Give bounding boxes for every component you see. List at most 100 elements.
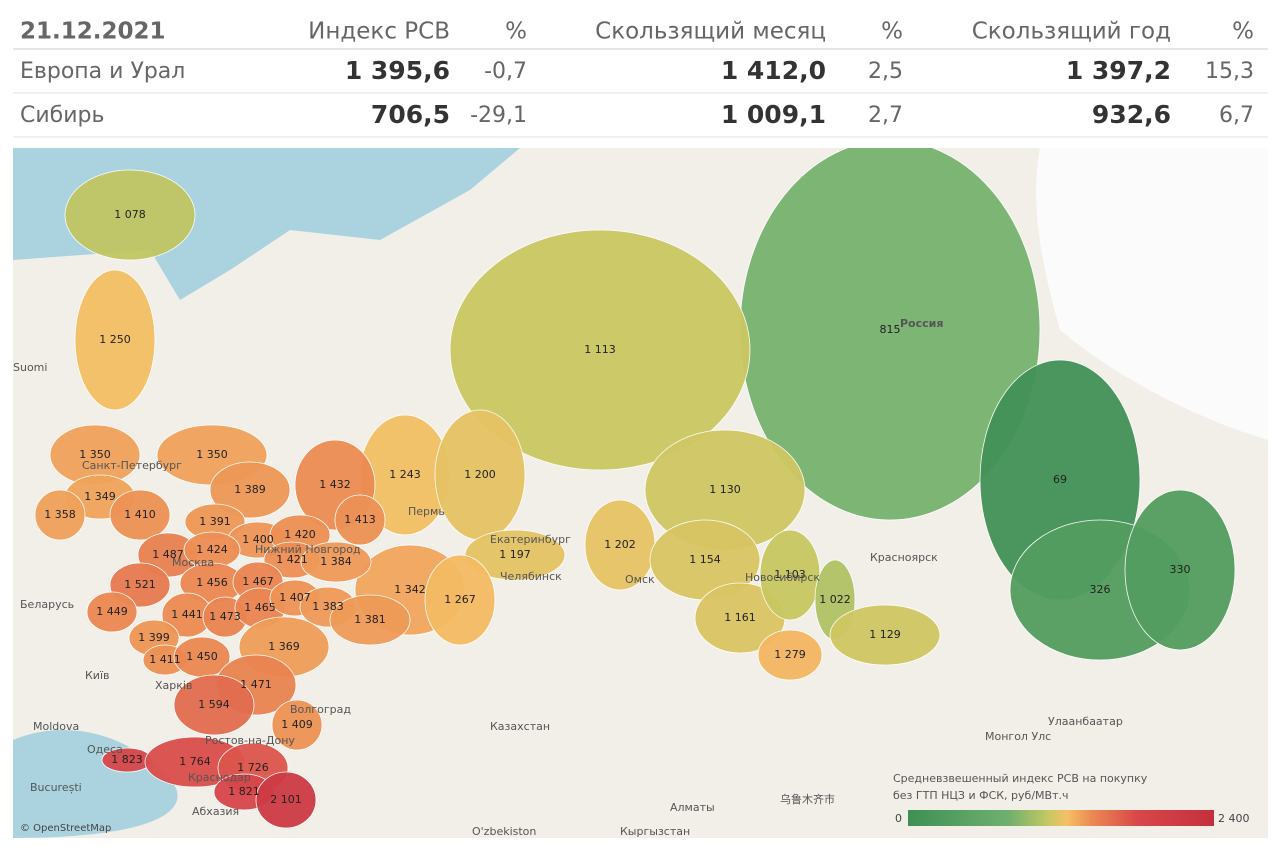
region bbox=[1124, 489, 1236, 651]
region-value: 1 407 bbox=[279, 591, 311, 604]
place-label: Нижний Новгород bbox=[255, 543, 361, 556]
place-label: Красноярск bbox=[870, 551, 938, 564]
place-label: Одеса bbox=[87, 743, 123, 756]
region-value: 1 279 bbox=[774, 648, 806, 661]
region-value: 1 410 bbox=[124, 508, 156, 521]
cell: 1 412,0 bbox=[721, 56, 826, 85]
region-value: 1 154 bbox=[689, 553, 721, 566]
region bbox=[271, 699, 323, 751]
region-value: 1 594 bbox=[198, 698, 230, 711]
region-value: 1 103 bbox=[774, 568, 806, 581]
region-value: 1 521 bbox=[124, 578, 156, 591]
cell: 6,7 bbox=[1219, 103, 1254, 128]
row-label: Сибирь bbox=[20, 103, 104, 128]
column-header: % bbox=[881, 19, 903, 45]
place-label: Suomi bbox=[13, 361, 47, 374]
region-value: 330 bbox=[1170, 563, 1191, 576]
region-value: 1 413 bbox=[344, 513, 376, 526]
region-value: 1 400 bbox=[242, 533, 274, 546]
region bbox=[334, 494, 386, 546]
row-label: Европа и Урал bbox=[20, 59, 185, 84]
region-value: 1 821 bbox=[228, 785, 260, 798]
region-value: 1 349 bbox=[84, 490, 116, 503]
cell: 2,7 bbox=[868, 103, 903, 128]
region-value: 1 726 bbox=[237, 761, 269, 774]
cell: 1 395,6 bbox=[345, 56, 450, 85]
region-value: 1 487 bbox=[152, 548, 184, 561]
cell: -0,7 bbox=[484, 59, 527, 84]
region-value: 1 456 bbox=[196, 576, 228, 589]
region-value: 1 383 bbox=[312, 600, 344, 613]
legend: Средневзвешенный индекс РСВ на покупку б… bbox=[893, 772, 1250, 826]
region-value: 1 350 bbox=[196, 448, 228, 461]
region-value: 1 202 bbox=[604, 538, 636, 551]
column-header: Скользящий месяц bbox=[595, 19, 826, 45]
region-value: 1 384 bbox=[320, 555, 352, 568]
region-value: 1 432 bbox=[319, 478, 351, 491]
region bbox=[255, 771, 317, 829]
place-label: Волгоград bbox=[290, 703, 351, 716]
region-value: 1 381 bbox=[354, 613, 386, 626]
place-label: Абхазия bbox=[192, 805, 239, 818]
column-header: % bbox=[1232, 19, 1254, 45]
attribution: © OpenStreetMap bbox=[20, 823, 111, 834]
region-value: 1 250 bbox=[99, 333, 131, 346]
region-value: 1 399 bbox=[138, 631, 170, 644]
region-value: 1 409 bbox=[281, 718, 313, 731]
place-label: Улаанбаатар bbox=[1048, 715, 1123, 728]
region-value: 1 358 bbox=[44, 508, 76, 521]
region-value: 326 bbox=[1090, 583, 1111, 596]
place-label: Київ bbox=[85, 669, 110, 682]
place-label: Монгол Улс bbox=[985, 730, 1051, 743]
cell: 1 009,1 bbox=[721, 100, 826, 129]
region-value: 815 bbox=[880, 323, 901, 336]
region bbox=[757, 629, 823, 681]
region-value: 1 022 bbox=[819, 593, 851, 606]
region-value: 1 200 bbox=[464, 468, 496, 481]
region bbox=[109, 489, 171, 541]
place-label: 乌鲁木齐市 bbox=[780, 792, 835, 806]
place-label: Омск bbox=[625, 573, 655, 586]
region bbox=[209, 461, 291, 519]
region-value: 1 243 bbox=[389, 468, 421, 481]
place-label: Казахстан bbox=[490, 720, 550, 733]
summary-table: 21.12.2021 Индекс РСВ% Скользящий месяц% Ск… bbox=[13, 19, 1268, 138]
region-value: 1 449 bbox=[96, 605, 128, 618]
legend-title: Средневзвешенный индекс РСВ на покупку bbox=[893, 772, 1148, 785]
place-label: Москва bbox=[172, 556, 214, 569]
region-value: 2 101 bbox=[270, 793, 302, 806]
cell: 2,5 bbox=[868, 59, 903, 84]
place-label: Пермь bbox=[408, 505, 445, 518]
place-label: Екатеринбург bbox=[490, 533, 571, 546]
column-header: 21.12.2021 bbox=[20, 19, 166, 45]
place-label: București bbox=[30, 781, 82, 794]
region-value: 1 391 bbox=[199, 515, 231, 528]
region bbox=[86, 591, 138, 633]
region-value: 1 424 bbox=[196, 543, 228, 556]
region-value: 1 421 bbox=[276, 553, 308, 566]
region-value: 69 bbox=[1053, 473, 1067, 486]
place-label: Краснодар bbox=[188, 771, 251, 784]
column-header: Индекс РСВ bbox=[308, 19, 450, 45]
region-value: 1 161 bbox=[724, 611, 756, 624]
place-label: O'zbekiston bbox=[472, 825, 536, 838]
place-label: Санкт-Петербург bbox=[82, 459, 182, 472]
region-value: 1 823 bbox=[111, 753, 143, 766]
region-value: 1 764 bbox=[179, 755, 211, 768]
region-value: 1 450 bbox=[186, 650, 218, 663]
place-label: Челябинск bbox=[500, 570, 562, 583]
region bbox=[329, 594, 411, 646]
legend-title: без ГТП НЦЗ и ФСК, руб/МВт.ч bbox=[893, 789, 1068, 802]
cell: -29,1 bbox=[470, 103, 527, 128]
region-value: 1 130 bbox=[709, 483, 741, 496]
region-value: 1 473 bbox=[209, 610, 241, 623]
region-value: 1 129 bbox=[869, 628, 901, 641]
region-value: 1 267 bbox=[444, 593, 476, 606]
place-label: Кыргызстан bbox=[620, 825, 690, 838]
region bbox=[173, 674, 255, 736]
region-value: 1 467 bbox=[242, 575, 274, 588]
column-header: Скользящий год bbox=[972, 19, 1171, 45]
region-value: 1 465 bbox=[244, 601, 276, 614]
region-value: 1 441 bbox=[171, 608, 203, 621]
